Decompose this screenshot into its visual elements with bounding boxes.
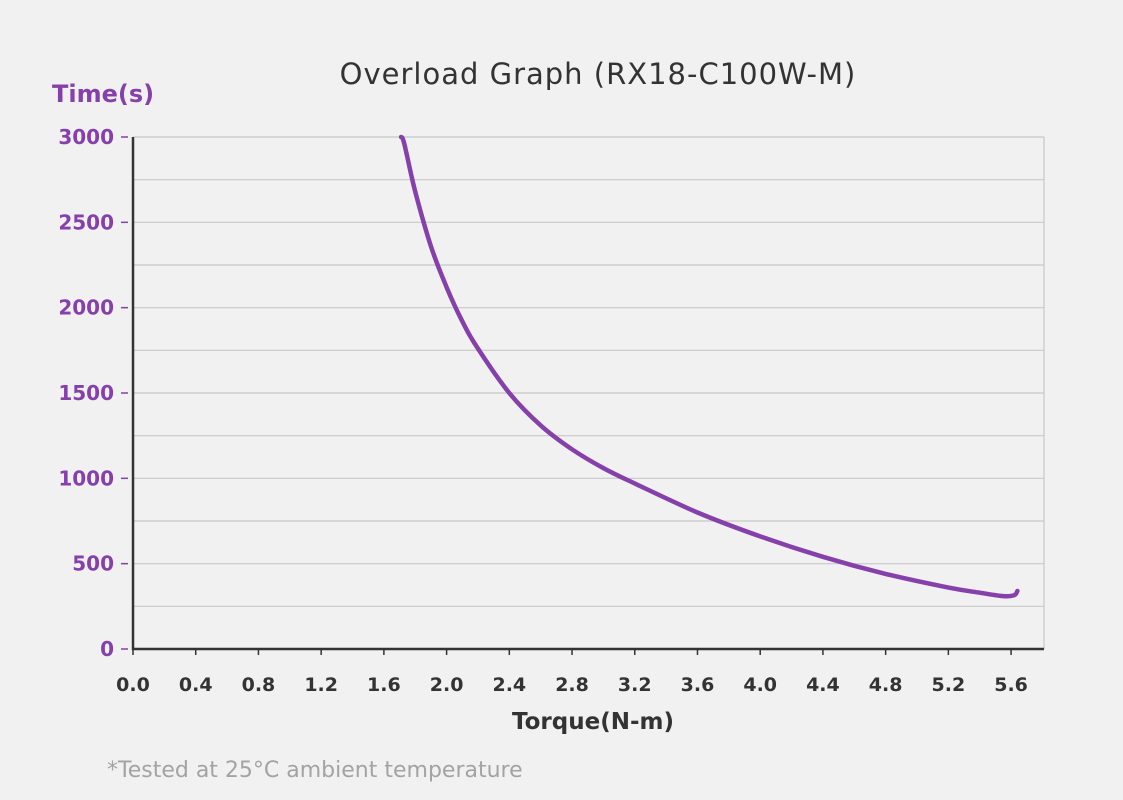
series-lines [398, 134, 1020, 599]
y-tick-label: 3000 [58, 125, 114, 149]
axes [131, 137, 1044, 651]
x-tick-label: 0.0 [116, 674, 150, 696]
y-axis-label: Time(s) [52, 80, 154, 108]
y-axis-ticks: 0 500 1000 1500 2000 2500 3000 [58, 125, 128, 661]
x-tick-label: 0.8 [242, 674, 276, 696]
x-tick-label: 1.6 [367, 674, 401, 696]
x-tick-label: 1.2 [304, 674, 338, 696]
x-tick-label: 4.0 [743, 674, 777, 696]
x-tick-label: 2.8 [555, 674, 589, 696]
x-axis-ticks: 0.0 0.4 0.8 1.2 1.6 2.0 2.4 2.8 3.2 3.6 4.0 4.4 4.8 5… [116, 649, 1028, 696]
y-tick-label: 0 [100, 637, 114, 661]
x-tick-label: 2.4 [492, 674, 526, 696]
x-tick-label: 3.6 [681, 674, 715, 696]
y-tick-label: 500 [72, 552, 114, 576]
x-tick-label: 4.4 [806, 674, 840, 696]
x-tick-label: 0.4 [179, 674, 213, 696]
footnote: *Tested at 25°C ambient temperature [107, 758, 523, 783]
y-tick-label: 1500 [58, 381, 114, 405]
x-tick-label: 2.0 [430, 674, 464, 696]
y-tick-label: 1000 [58, 466, 114, 490]
x-tick-label: 5.2 [932, 674, 966, 696]
series-line [398, 134, 1020, 599]
x-axis-label: Torque(N-m) [512, 709, 674, 735]
x-tick-label: 4.8 [869, 674, 903, 696]
grid-lines [133, 136, 1045, 649]
x-tick-label: 5.6 [994, 674, 1028, 696]
x-tick-label: 3.2 [618, 674, 652, 696]
chart-title: Overload Graph (RX18-C100W-M) [340, 57, 857, 91]
y-tick-label: 2000 [58, 296, 114, 320]
y-tick-label: 2500 [58, 210, 114, 234]
